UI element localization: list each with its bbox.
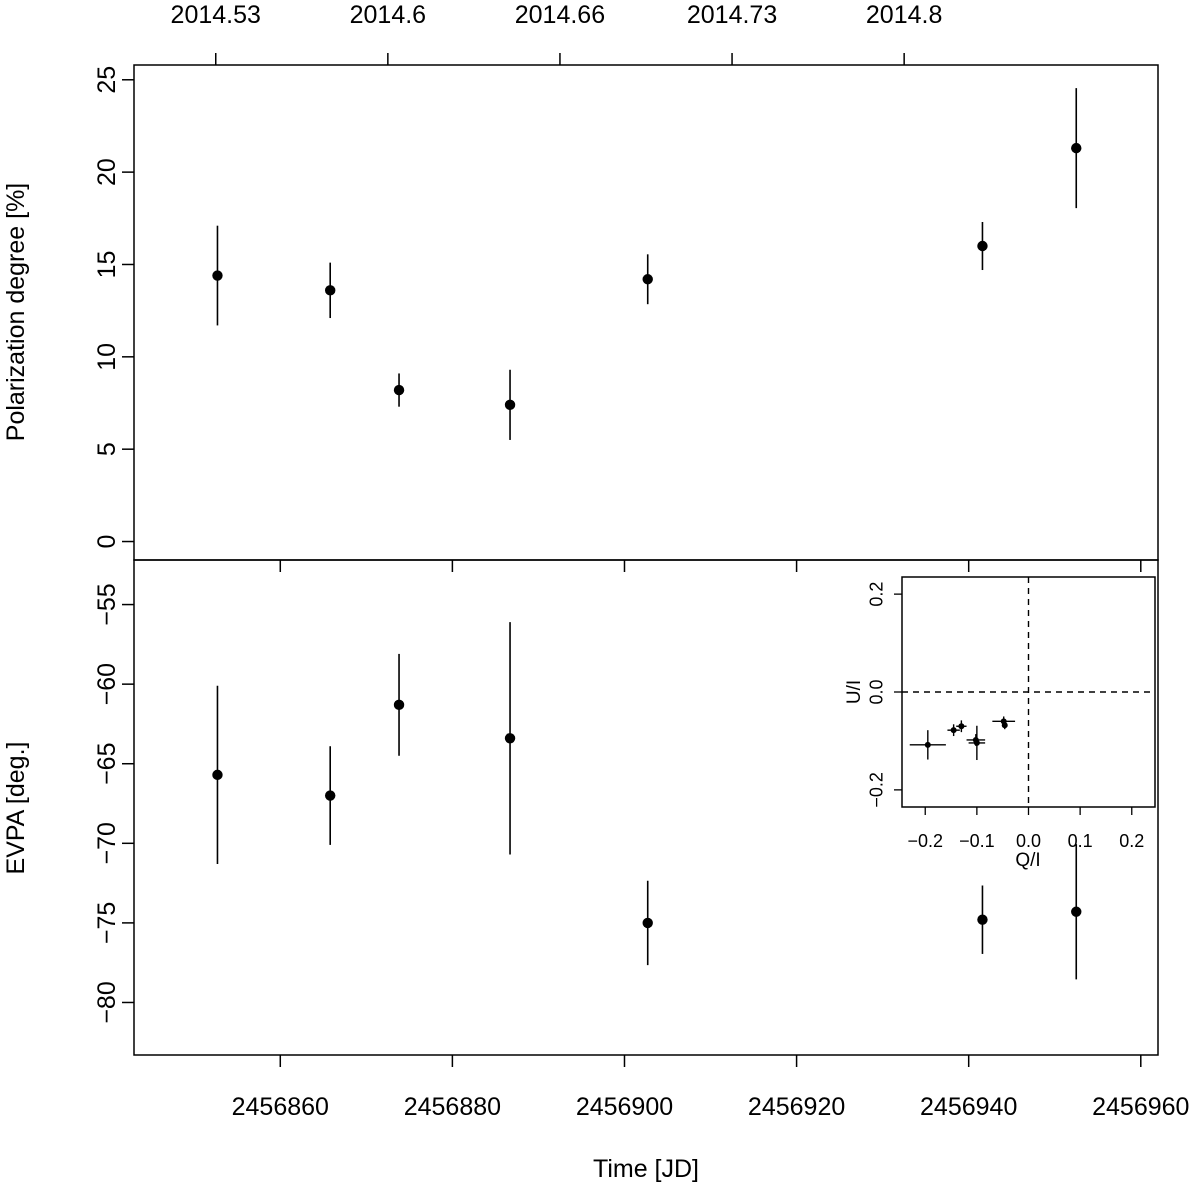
top-y-tick-label: 0	[93, 535, 121, 549]
bottom-y-tick-label: −55	[93, 583, 121, 625]
bottom-y-tick-label: −80	[93, 981, 121, 1023]
bottom-data-point	[324, 790, 336, 801]
inset-x-tick-label: 0.2	[1119, 831, 1144, 851]
inset-panel: −0.2 −0.1 0.0 0.1 0.2 −0.2 0.0 0.2	[866, 576, 1156, 851]
top-data-point	[393, 384, 405, 396]
bottom-x-tick-label: 2456940	[920, 1093, 1017, 1121]
top-data-point	[212, 270, 223, 281]
inset-y-axis-title: U/I	[844, 680, 865, 704]
bottom-data-point	[212, 769, 223, 781]
bottom-data-point	[504, 733, 516, 744]
top-data-point	[977, 240, 988, 252]
bottom-y-tick-label: −70	[93, 822, 121, 864]
bottom-y-axis-title: EVPA [deg.]	[2, 742, 30, 875]
inset-y-tick-label: −0.2	[866, 772, 886, 808]
bottom-panel: −55 −60 −65 −70 −75 −80 2456860 2456880 2456900 2…	[93, 559, 1189, 1121]
bottom-y-tick-label: −60	[93, 663, 121, 705]
bottom-plot-frame	[133, 559, 1159, 1056]
inset-x-tick-label: −0.2	[907, 831, 943, 851]
inset-x-tick-label: −0.1	[959, 831, 995, 851]
bottom-data-point	[1071, 906, 1082, 917]
top-y-tick-label: 10	[93, 343, 121, 371]
bottom-y-tick-label: −75	[93, 902, 121, 944]
top-x-tick-label: 2014.53	[171, 1, 261, 29]
top-x-tick-label: 2014.6	[350, 1, 426, 29]
inset-data-point	[973, 739, 980, 746]
inset-data-point	[1001, 722, 1008, 729]
bottom-x-tick-label: 2456900	[576, 1093, 673, 1121]
top-y-axis-title: Polarization degree [%]	[2, 183, 30, 441]
inset-data-point	[958, 723, 965, 730]
inset-x-tick-label: 0.1	[1068, 831, 1093, 851]
top-y-tick-label: 5	[93, 442, 121, 456]
x-axis-title: Time [JD]	[593, 1155, 699, 1183]
top-y-tick-label: 15	[93, 251, 121, 279]
bottom-data-point	[393, 699, 405, 711]
top-x-tick-label: 2014.66	[515, 1, 605, 29]
top-panel: 0 5 10 15 20 25 2014.53 2014.6 2014.66 2014.73 201…	[93, 1, 1159, 561]
inset-data-point	[924, 741, 931, 748]
bottom-x-tick-label: 2456960	[1092, 1093, 1189, 1121]
top-data-point	[504, 399, 516, 411]
bottom-data-point	[642, 917, 653, 929]
bottom-x-tick-label: 2456880	[404, 1093, 501, 1121]
inset-data-point	[950, 727, 957, 734]
bottom-y-tick-label: −65	[93, 743, 121, 785]
bottom-x-tick-label: 2456860	[232, 1093, 329, 1121]
top-data-point	[642, 274, 653, 285]
top-data-point	[1071, 142, 1082, 154]
inset-x-tick-label: 0.0	[1016, 831, 1041, 851]
top-data-point	[324, 285, 336, 296]
top-y-tick-label: 25	[93, 66, 121, 94]
top-x-tick-label: 2014.73	[687, 1, 777, 29]
inset-x-axis-title: Q/I	[1015, 850, 1040, 871]
top-x-tick-label: 2014.8	[866, 1, 942, 29]
top-plot-frame	[133, 64, 1159, 561]
bottom-data-point	[977, 914, 988, 925]
top-y-tick-label: 20	[93, 158, 121, 186]
bottom-x-tick-label: 2456920	[748, 1093, 845, 1121]
inset-y-tick-label: 0.2	[866, 582, 886, 607]
inset-y-tick-label: 0.0	[866, 679, 886, 704]
